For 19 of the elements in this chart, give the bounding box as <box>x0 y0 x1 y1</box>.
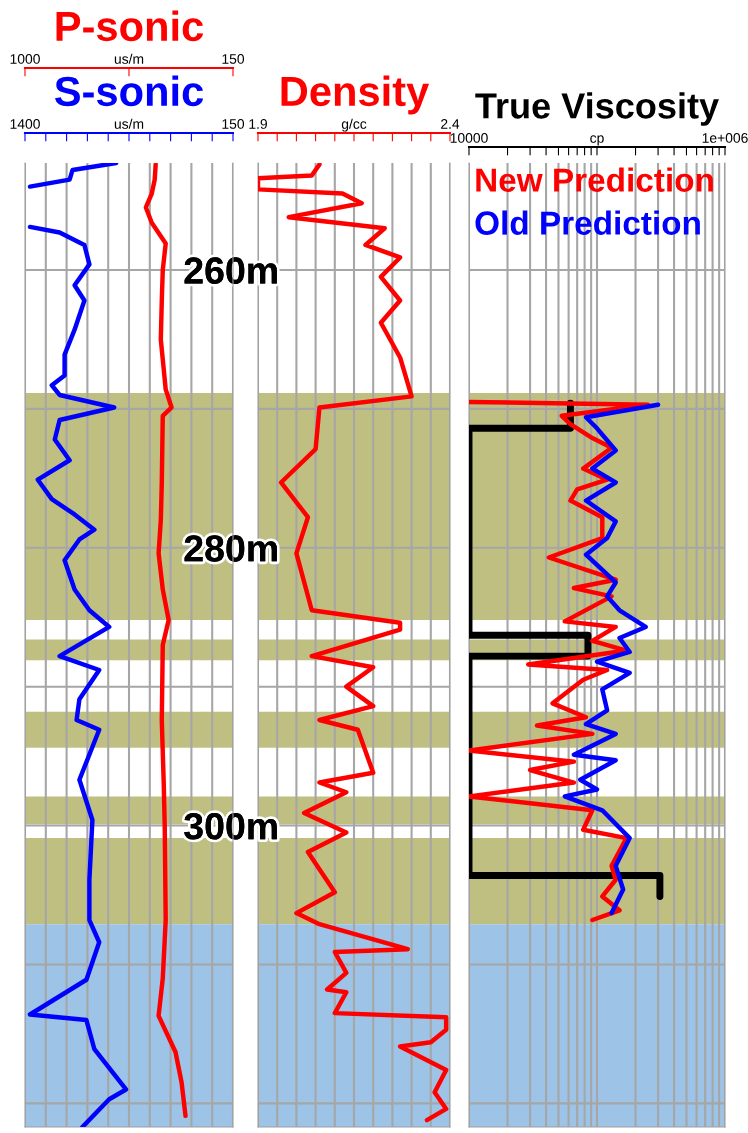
text: P-sonic <box>56 10 204 42</box>
text: True Viscosity <box>475 92 719 126</box>
x-tick-label: 150 <box>222 119 245 129</box>
x-tick-label: g/cc <box>341 118 367 132</box>
x2-tick-label: us/m <box>114 53 144 64</box>
text: New Prediction <box>476 167 713 192</box>
x2-tick-label: 150 <box>222 54 245 64</box>
x-tick-label: 2.4 <box>441 119 460 129</box>
x-tick-label: 1.9 <box>249 119 267 129</box>
y-tick-label: 260m <box>184 257 277 284</box>
series-label: Density <box>281 75 430 115</box>
x-tick-label: us/m <box>114 118 144 129</box>
x2-tick-label: 1000 <box>10 54 40 64</box>
text: Old Prediction <box>475 210 700 235</box>
x-tick-label: cp <box>590 135 604 146</box>
x-tick-label: 1e+006 <box>702 133 748 143</box>
x-tick-label: 1400 <box>10 119 40 129</box>
series-label: S-sonic <box>54 75 204 107</box>
y-tick-label: 300m <box>184 812 277 840</box>
